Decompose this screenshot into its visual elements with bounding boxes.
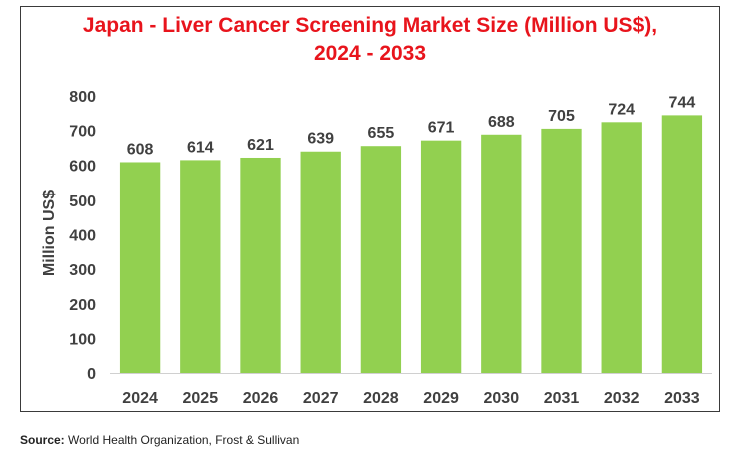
data-label: 621 xyxy=(247,137,274,154)
x-axis: 2024 2025 2026 2027 2028 2029 2030 2031 2032 2033 xyxy=(110,373,712,407)
data-label: 744 xyxy=(669,94,696,111)
bar xyxy=(420,140,462,373)
y-tick-label: 700 xyxy=(69,124,96,141)
chart-title: Japan - Liver Cancer Screening Market Si… xyxy=(82,14,658,65)
data-label: 724 xyxy=(608,101,635,118)
x-tick-label: 2025 xyxy=(183,390,219,407)
x-tick-label: 2024 xyxy=(122,390,158,407)
x-tick-label: 2032 xyxy=(604,390,640,407)
y-tick-label: 100 xyxy=(69,331,96,348)
data-labels: 608 614 621 639 655 671 688 705 724 744 xyxy=(127,94,696,158)
data-label: 671 xyxy=(428,120,455,137)
x-tick-label: 2030 xyxy=(484,390,520,407)
bar xyxy=(661,115,703,373)
bar xyxy=(481,134,522,373)
source-label: Source: xyxy=(20,433,65,447)
x-tick-label: 2028 xyxy=(363,390,399,407)
source-text: World Health Organization, Frost & Sulli… xyxy=(68,433,300,447)
bars xyxy=(119,115,703,373)
y-tick-label: 0 xyxy=(87,366,96,383)
y-tick-label: 600 xyxy=(69,158,96,175)
data-label: 688 xyxy=(488,114,515,131)
x-tick-label: 2027 xyxy=(303,390,339,407)
y-tick-label: 400 xyxy=(69,228,96,245)
data-label: 705 xyxy=(548,108,575,125)
x-tick-label: 2031 xyxy=(544,390,580,407)
x-tick-label: 2029 xyxy=(423,390,459,407)
y-tick-label: 300 xyxy=(69,262,96,279)
data-label: 655 xyxy=(368,125,395,142)
bar xyxy=(240,157,281,373)
y-axis-title: Million US$ xyxy=(41,190,58,276)
data-label: 639 xyxy=(307,131,334,148)
data-label: 614 xyxy=(187,139,214,156)
y-tick-label: 800 xyxy=(69,89,96,106)
y-tick-label: 200 xyxy=(69,297,96,314)
bar xyxy=(601,122,642,373)
x-tick-label: 2026 xyxy=(243,390,279,407)
y-tick-label: 500 xyxy=(69,193,96,210)
bar xyxy=(300,151,341,373)
bar xyxy=(180,160,221,373)
x-tick-label: 2033 xyxy=(664,390,700,407)
bar xyxy=(119,162,161,373)
bar xyxy=(360,146,402,373)
source-note: Source: World Health Organization, Frost… xyxy=(20,433,299,447)
data-label: 608 xyxy=(127,141,154,158)
bar xyxy=(541,128,582,373)
y-axis: 0 100 200 300 400 500 600 700 800 xyxy=(69,89,96,383)
